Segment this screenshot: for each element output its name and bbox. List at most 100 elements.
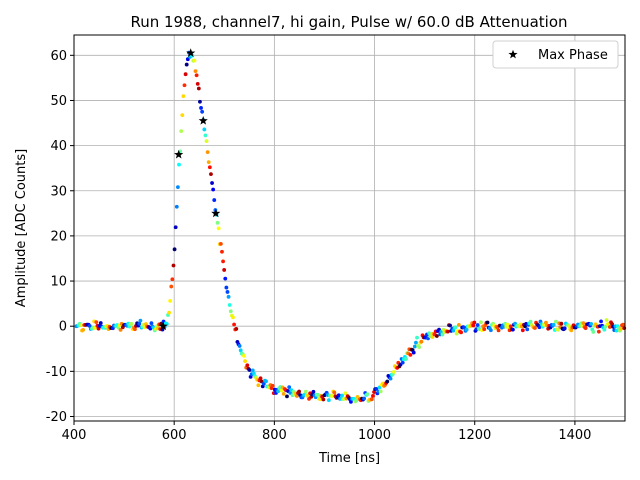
pulse-point (385, 379, 390, 384)
pulse-point (250, 368, 255, 373)
pulse-point (118, 327, 123, 332)
pulse-point (258, 376, 263, 381)
pulse-point (182, 83, 187, 88)
max-phase-star (174, 149, 184, 159)
max-phase-star (186, 48, 196, 57)
pulse-point (475, 323, 480, 327)
pulse-point (332, 390, 337, 395)
pulse-point (607, 325, 612, 329)
pulse-point (193, 69, 198, 74)
pulse-point (192, 58, 197, 63)
y-tick-label: -20 (46, 410, 67, 425)
pulse-point (247, 368, 252, 372)
pulse-point (525, 327, 530, 332)
pulse-point (177, 162, 181, 167)
pulse-point (415, 335, 419, 340)
pulse-point (412, 344, 417, 349)
pulse-point (256, 383, 261, 388)
pulse-point (562, 326, 567, 331)
plot-frame (73, 34, 626, 422)
pulse-point (591, 330, 596, 334)
pulse-point (245, 363, 250, 368)
pulse-point (374, 386, 379, 391)
pulse-point (179, 129, 184, 134)
pulse-point (129, 322, 134, 326)
pulse-point (404, 357, 408, 361)
pulse-point (168, 298, 173, 303)
pulse-point (508, 324, 513, 329)
y-tick-label: 20 (50, 229, 67, 244)
pulse-point (243, 359, 248, 364)
pulse-point (285, 394, 289, 399)
legend-box (492, 40, 619, 69)
pulse-point (464, 327, 469, 332)
pulse-point (472, 320, 477, 325)
pulse-point (221, 259, 225, 264)
pulse-point (533, 326, 537, 330)
y-tick-label: 0 (59, 320, 67, 335)
pulse-point (528, 319, 533, 324)
pulse-point (372, 390, 376, 394)
axis-ticks: 400 600 800 1000 1200 1400 -20 -10 0 10 20 30 40 50 60 (46, 49, 592, 443)
pulse-point (583, 326, 588, 331)
pulse-point (411, 350, 416, 355)
pulse-point (234, 327, 239, 331)
x-tick-label: 1400 (558, 428, 591, 443)
pulse-point (138, 318, 143, 323)
pulse-point (207, 165, 212, 170)
pulse-point (200, 109, 205, 114)
pulse-point (175, 185, 180, 190)
pulse-point (210, 181, 214, 185)
pulse-point (336, 393, 341, 398)
pulse-point (391, 369, 396, 374)
pulse-point (459, 330, 463, 335)
pulse-point (238, 348, 243, 353)
pulse-point (371, 393, 375, 398)
pulse-point (419, 339, 424, 344)
max-phase-markers (158, 48, 221, 331)
pulse-point (295, 394, 299, 398)
y-tick-label: 50 (50, 94, 67, 109)
pulse-point (172, 247, 177, 252)
legend-star (508, 49, 518, 59)
pulse-point (365, 392, 370, 396)
pulse-point (173, 225, 178, 230)
pulse-point (445, 329, 450, 334)
pulse-point (311, 389, 316, 394)
pulse-point (482, 327, 487, 332)
pulse-point (569, 328, 574, 333)
pulse-point (551, 322, 556, 327)
pulse-point (199, 106, 203, 110)
pulse-point (209, 172, 213, 176)
pulse-point (362, 396, 367, 401)
pulse-point (567, 324, 571, 329)
pulse-point (417, 345, 422, 350)
pulse-point (378, 389, 383, 394)
pulse-point (326, 398, 331, 403)
pulse-point (225, 290, 230, 294)
pulse-point (218, 241, 223, 246)
pulse-point (511, 327, 515, 332)
grid-lines (73, 35, 625, 421)
pulse-point (184, 62, 189, 67)
pulse-point (618, 326, 623, 331)
pulse-point (589, 322, 594, 326)
pulse-point (537, 325, 542, 330)
pulse-point (264, 379, 268, 384)
pulse-point (232, 322, 236, 327)
pulse-point (94, 320, 99, 325)
max-phase-star (158, 321, 168, 331)
y-tick-label: 60 (50, 49, 67, 64)
pulse-point (303, 389, 308, 394)
pulse-point (167, 310, 171, 315)
max-phase-star (211, 208, 221, 218)
max-phase-star (198, 115, 208, 125)
pulse-point (79, 323, 83, 328)
pulse-point (204, 139, 209, 144)
x-tick-label: 400 (62, 428, 87, 443)
pulse-point (203, 133, 208, 138)
pulse-point (440, 332, 445, 337)
pulse-point (222, 268, 227, 272)
pulse-point (212, 198, 217, 202)
pulse-point (553, 319, 558, 324)
